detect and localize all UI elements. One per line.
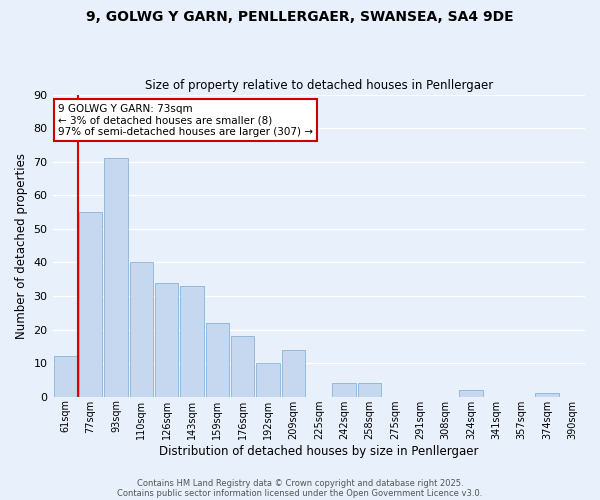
Bar	[181, 286, 203, 397]
Bar	[104, 158, 128, 396]
Bar	[256, 363, 280, 396]
Bar	[358, 383, 381, 396]
Bar	[155, 282, 178, 397]
Text: Contains public sector information licensed under the Open Government Licence v3: Contains public sector information licen…	[118, 488, 482, 498]
Bar	[332, 383, 356, 396]
Bar	[231, 336, 254, 396]
Bar	[282, 350, 305, 397]
Y-axis label: Number of detached properties: Number of detached properties	[15, 152, 28, 338]
Bar	[130, 262, 153, 396]
Bar	[53, 356, 77, 397]
Text: 9, GOLWG Y GARN, PENLLERGAER, SWANSEA, SA4 9DE: 9, GOLWG Y GARN, PENLLERGAER, SWANSEA, S…	[86, 10, 514, 24]
Bar	[206, 323, 229, 396]
Bar	[79, 212, 102, 396]
Bar	[535, 394, 559, 396]
Text: 9 GOLWG Y GARN: 73sqm
← 3% of detached houses are smaller (8)
97% of semi-detach: 9 GOLWG Y GARN: 73sqm ← 3% of detached h…	[58, 104, 313, 137]
Text: Contains HM Land Registry data © Crown copyright and database right 2025.: Contains HM Land Registry data © Crown c…	[137, 478, 463, 488]
Bar	[459, 390, 482, 396]
Title: Size of property relative to detached houses in Penllergaer: Size of property relative to detached ho…	[145, 79, 493, 92]
X-axis label: Distribution of detached houses by size in Penllergaer: Distribution of detached houses by size …	[159, 444, 479, 458]
